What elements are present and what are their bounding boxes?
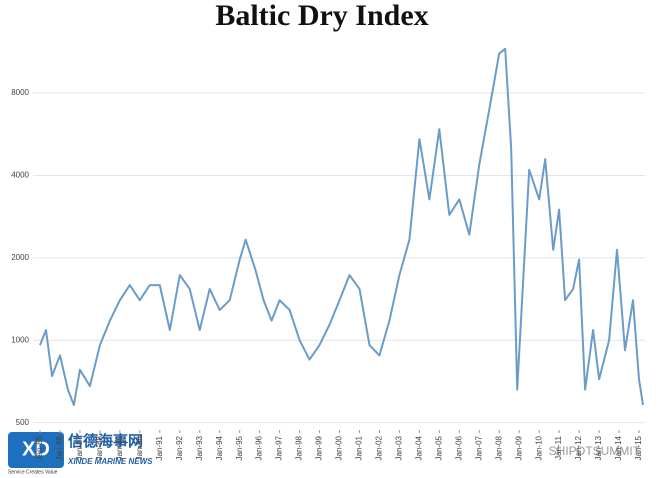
x-tick-label: Jan-96: [255, 435, 264, 460]
x-tick-label: Jan-01: [355, 435, 364, 460]
chart-title: Baltic Dry Index: [215, 0, 428, 32]
x-tick-label: Jan-12: [574, 435, 583, 460]
x-tick-label: Jan-88: [95, 435, 104, 460]
y-tick-label: 500: [16, 418, 30, 427]
watermark-right: SHIPDTSUMMIT: [549, 444, 641, 458]
x-tick-label: Jan-86: [55, 435, 64, 460]
x-tick-label: Jan-99: [315, 435, 324, 460]
x-tick-label: Jan-15: [634, 435, 643, 460]
index-line: [39, 47, 644, 406]
logo-cn: 信德海事网: [68, 432, 143, 450]
x-tick-label: Jan-85: [35, 435, 44, 460]
x-tick-label: Jan-95: [235, 435, 244, 460]
x-tick-label: Jan-04: [414, 435, 423, 460]
x-tick-label: Jan-13: [594, 435, 603, 460]
x-tick-label: Jan-89: [115, 435, 124, 460]
y-tick-label: 8000: [11, 88, 29, 97]
x-tick-label: Jan-97: [275, 435, 284, 460]
x-tick-label: Jan-03: [395, 435, 404, 460]
x-tick-label: Jan-91: [155, 435, 164, 460]
y-tick-label: 4000: [11, 171, 29, 180]
x-tick-label: Jan-98: [295, 435, 304, 460]
y-tick-label: 2000: [11, 253, 29, 262]
x-tick-label: Jan-90: [135, 435, 144, 460]
x-tick-label: Jan-05: [434, 435, 443, 460]
x-tick-label: Jan-06: [454, 435, 463, 460]
x-tick-label: Jan-09: [514, 435, 523, 460]
x-tick-label: Jan-11: [554, 435, 563, 459]
x-tick-label: Jan-00: [335, 435, 344, 460]
x-tick-label: Jan-10: [534, 435, 543, 460]
x-tick-label: Jan-14: [614, 435, 623, 460]
logo-slogan: Service Creates Value: [8, 469, 58, 475]
x-tick-label: Jan-92: [175, 435, 184, 460]
x-tick-label: Jan-02: [375, 435, 384, 460]
logo-mark: XD: [22, 438, 50, 460]
x-tick-label: Jan-08: [494, 435, 503, 460]
x-tick-label: Jan-93: [195, 435, 204, 460]
x-tick-label: Jan-07: [474, 435, 483, 460]
x-tick-label: Jan-87: [75, 435, 84, 460]
logo-box: [8, 432, 64, 468]
watermark-logo: XD 信德海事网 XINDE MARINE NEWS Service Creat…: [8, 432, 153, 475]
x-tick-label: Jan-94: [215, 435, 224, 460]
y-tick-label: 1000: [11, 335, 29, 344]
logo-en: XINDE MARINE NEWS: [67, 457, 153, 466]
